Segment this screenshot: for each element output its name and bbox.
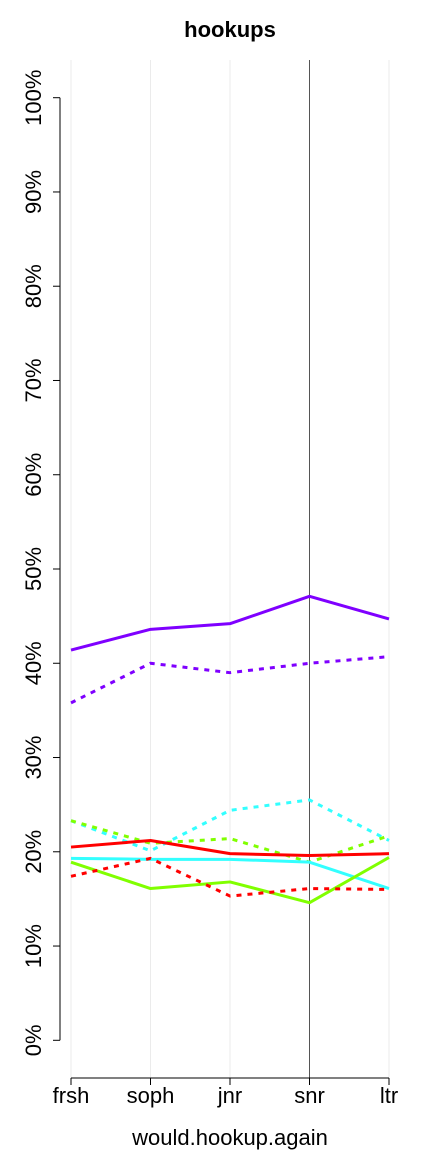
y-tick-label: 80% bbox=[21, 264, 46, 308]
x-axis-label: would.hookup.again bbox=[131, 1125, 328, 1150]
y-tick-label: 50% bbox=[21, 547, 46, 591]
series-line bbox=[70, 838, 390, 858]
series-line bbox=[70, 798, 390, 853]
x-tick-label: soph bbox=[127, 1083, 175, 1108]
y-tick-label: 20% bbox=[21, 830, 46, 874]
y-tick-label: 70% bbox=[21, 358, 46, 402]
series-line bbox=[70, 819, 390, 864]
x-tick-label: snr bbox=[294, 1083, 325, 1108]
series-line bbox=[70, 655, 390, 705]
x-tick-label: frsh bbox=[53, 1083, 90, 1108]
y-tick-label: 90% bbox=[21, 170, 46, 214]
x-tick-label: ltr bbox=[380, 1083, 398, 1108]
chart-title: hookups bbox=[184, 17, 276, 42]
y-tick-label: 10% bbox=[21, 924, 46, 968]
x-tick-label: jnr bbox=[217, 1083, 242, 1108]
y-tick-label: 40% bbox=[21, 641, 46, 685]
y-tick-label: 100% bbox=[21, 70, 46, 126]
series-line bbox=[70, 856, 390, 898]
y-tick-label: 60% bbox=[21, 453, 46, 497]
y-tick-label: 0% bbox=[21, 1024, 46, 1056]
series-line bbox=[70, 594, 390, 652]
series-line bbox=[70, 856, 390, 890]
y-tick-label: 30% bbox=[21, 735, 46, 779]
